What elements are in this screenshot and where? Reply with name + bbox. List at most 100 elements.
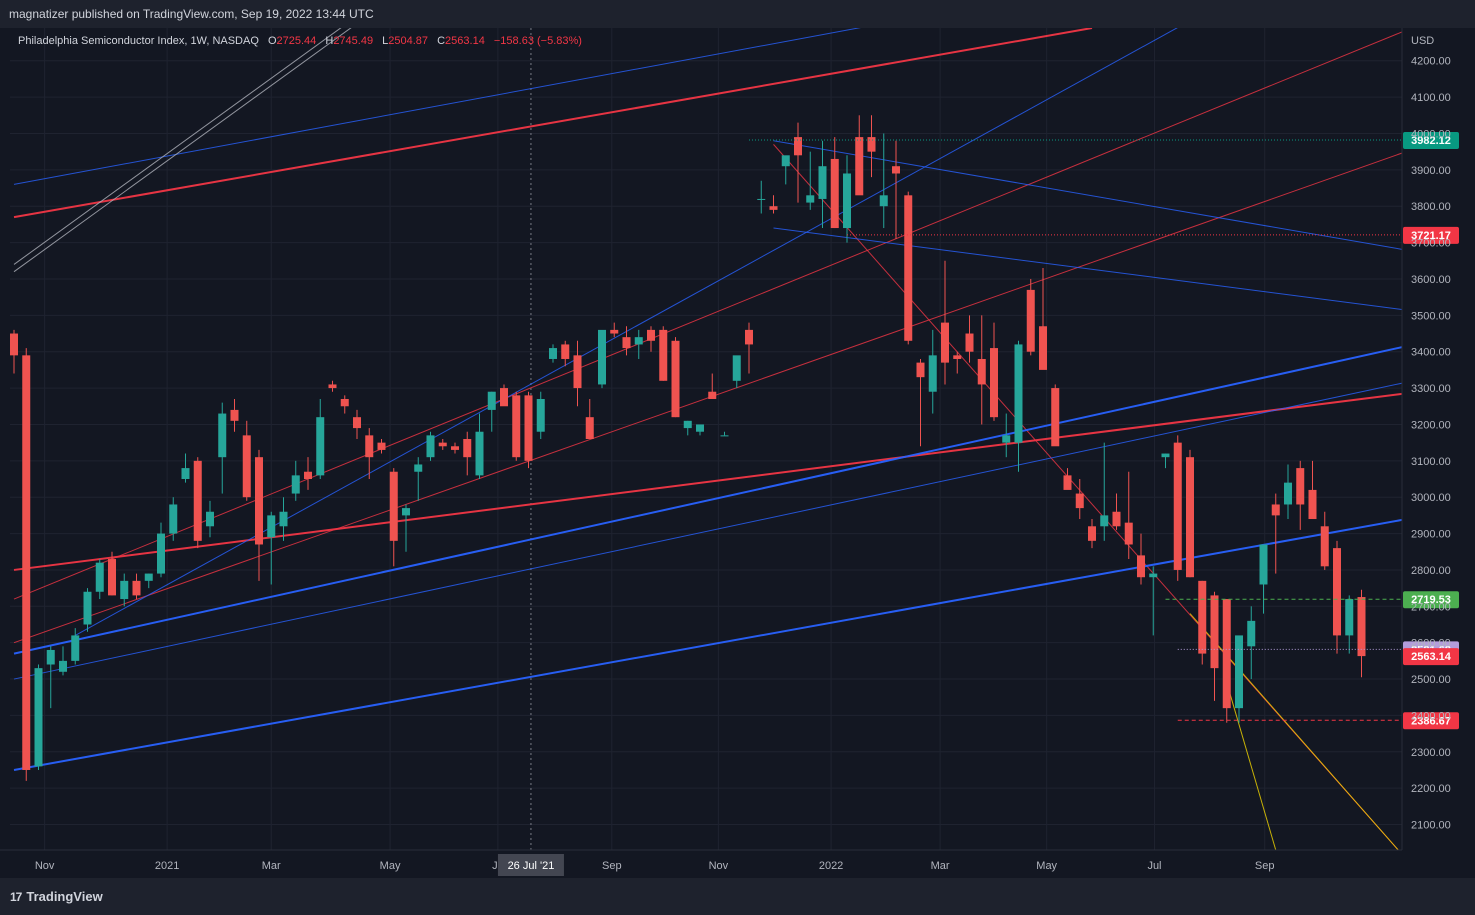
trend-line: [13, 518, 1402, 771]
price-badge: [1403, 131, 1459, 149]
y-tick-label: 3600.00: [1411, 274, 1451, 286]
candle: [1235, 635, 1243, 723]
candle-body: [536, 398, 545, 432]
candle-body: [904, 195, 913, 341]
candle-body: [598, 329, 606, 385]
candle: [279, 497, 288, 541]
price-badge-label: 2386.67: [1411, 715, 1451, 727]
candle-body: [830, 158, 839, 229]
candle-body: [1235, 635, 1243, 709]
y-tick-label: 2600.00: [1411, 638, 1451, 650]
candle: [1296, 460, 1305, 530]
x-tick-label: Mar: [262, 860, 281, 872]
candle: [487, 391, 496, 432]
candle: [389, 468, 398, 567]
candle: [451, 442, 459, 454]
candle: [867, 115, 876, 178]
y-tick-label: 2400.00: [1411, 710, 1451, 722]
candle-body: [634, 337, 643, 345]
candle: [1173, 435, 1182, 581]
candle-body: [1357, 597, 1366, 657]
x-tick-label: Nov: [35, 860, 55, 872]
y-tick-label: 2300.00: [1411, 747, 1451, 759]
candle: [928, 329, 937, 414]
candle: [340, 395, 349, 414]
candle: [512, 391, 521, 461]
candle-body: [181, 468, 190, 480]
candle: [132, 573, 141, 600]
candle-body: [683, 420, 692, 429]
candle-body: [451, 446, 459, 450]
y-tick-label: 4200.00: [1411, 56, 1451, 68]
candle-body: [144, 573, 153, 581]
candle-body: [1161, 453, 1170, 458]
candle-body: [206, 511, 214, 527]
candle: [218, 402, 227, 494]
y-tick-label: 2200.00: [1411, 783, 1451, 795]
candle-body: [1088, 526, 1096, 541]
candle: [1198, 580, 1207, 665]
candle-body: [1222, 599, 1231, 709]
candle-body: [475, 431, 484, 476]
candle-body: [353, 417, 361, 429]
candle: [941, 260, 949, 385]
candle: [500, 384, 508, 407]
candle-body: [696, 424, 704, 432]
candlestick-chart[interactable]: 3982.123721.172719.532581.682563.142386.…: [0, 28, 1475, 878]
candle-body: [941, 322, 949, 363]
candle-body: [806, 195, 815, 203]
candle-body: [622, 337, 631, 349]
candle: [291, 460, 300, 501]
trend-line: [13, 152, 1402, 644]
candle-body: [794, 137, 802, 156]
candle-body: [500, 388, 508, 407]
candles: [10, 115, 1366, 781]
trend-line: [1226, 682, 1277, 850]
candle: [1124, 471, 1133, 560]
candle-body: [169, 504, 178, 534]
trend-line: [13, 382, 1402, 680]
x-tick-label: 2022: [819, 860, 843, 872]
candle: [230, 398, 239, 432]
candle: [22, 348, 31, 781]
candle-body: [463, 439, 472, 458]
candle-body: [193, 460, 202, 541]
crosshair-label: 26 Jul '21: [508, 860, 555, 872]
candle-body: [95, 562, 104, 592]
x-tick-label: May: [380, 860, 401, 872]
x-tick-label: 2021: [155, 860, 179, 872]
candle: [157, 522, 165, 578]
candle-body: [1320, 526, 1329, 567]
candle-body: [781, 155, 790, 167]
candle-body: [585, 417, 594, 439]
candle-body: [1345, 599, 1354, 636]
candle: [585, 398, 594, 439]
candle: [977, 315, 986, 425]
price-badge-label: 2563.14: [1411, 651, 1452, 663]
candle: [83, 588, 92, 632]
ohlc-legend: Philadelphia Semiconductor Index, 1W, NA…: [18, 35, 582, 47]
candle: [647, 326, 655, 352]
candle-body: [879, 195, 888, 207]
candle: [549, 344, 557, 363]
candle-body: [1014, 344, 1023, 443]
candle: [1345, 595, 1354, 654]
candle: [426, 431, 435, 461]
candle-body: [83, 591, 92, 625]
candle-body: [218, 413, 227, 458]
candle-body: [1186, 457, 1194, 578]
candle-body: [1284, 482, 1292, 505]
candle: [1075, 479, 1084, 520]
candle-body: [928, 355, 937, 392]
y-tick-label: 2500.00: [1411, 674, 1451, 686]
candle-body: [438, 442, 447, 447]
brand-name: TradingView: [26, 889, 103, 904]
candle-body: [818, 166, 827, 199]
candle-body: [977, 358, 986, 385]
grid: [10, 28, 1402, 850]
tradingview-logo[interactable]: 17 TradingView: [10, 889, 103, 904]
candle: [1186, 449, 1194, 578]
candle: [193, 457, 202, 549]
candle-body: [242, 435, 251, 498]
x-tick-label: May: [1036, 860, 1057, 872]
